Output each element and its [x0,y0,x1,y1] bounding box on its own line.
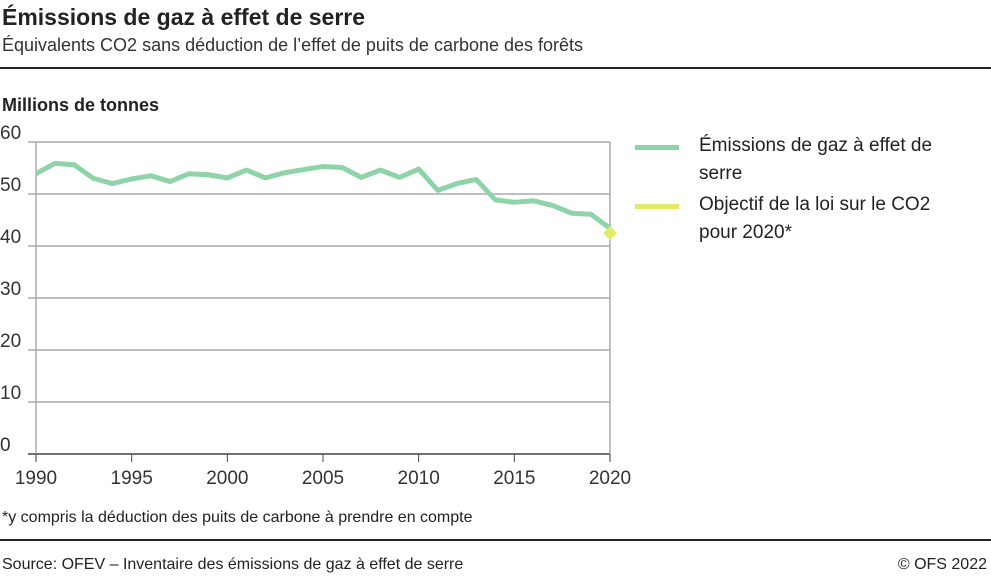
copyright: © OFS 2022 [897,556,987,573]
chart-title: Émissions de gaz à effet de serre [2,4,366,30]
x-tick-label: 2005 [302,468,344,489]
top-divider [0,67,991,69]
y-tick-label: 50 [0,175,21,196]
y-tick-label: 10 [0,383,21,404]
y-tick-label: 60 [0,125,21,144]
y-tick-label: 40 [0,227,21,248]
x-tick-label: 2010 [398,468,440,489]
legend-swatch-emissions [635,145,679,150]
y-tick-label: 0 [0,435,11,456]
legend-label: Émissions de gaz à effet de serre [699,135,933,184]
legend-item-target: Objectif de la loi sur le CO2 pour 2020* [635,191,939,247]
x-tick-label: 2015 [493,468,535,489]
legend-swatch-target [635,204,679,209]
legend-item-emissions: Émissions de gaz à effet de serre [635,132,959,188]
target-2020-point [603,226,617,240]
x-tick-label: 2000 [206,468,248,489]
legend-label: Objectif de la loi sur le CO2 pour 2020* [699,194,931,243]
y-axis-unit: Millions de tonnes [2,95,160,115]
x-tick-label: 2020 [589,468,631,489]
bottom-divider [0,539,991,541]
chart-subtitle: Équivalents CO2 sans déduction de l’effe… [2,35,584,55]
source: Source: OFEV – Inventaire des émissions … [2,556,464,573]
y-tick-label: 20 [0,331,21,352]
x-tick-label: 1995 [111,468,153,489]
emissions-line [34,160,612,231]
y-tick-label: 30 [0,279,21,300]
x-tick-label: 1990 [15,468,57,489]
footnote: *y compris la déduction des puits de car… [2,509,473,526]
line-chart: 0 10 20 30 40 50 60 1990 1995 2000 2005 2010 2015 202… [0,125,631,489]
